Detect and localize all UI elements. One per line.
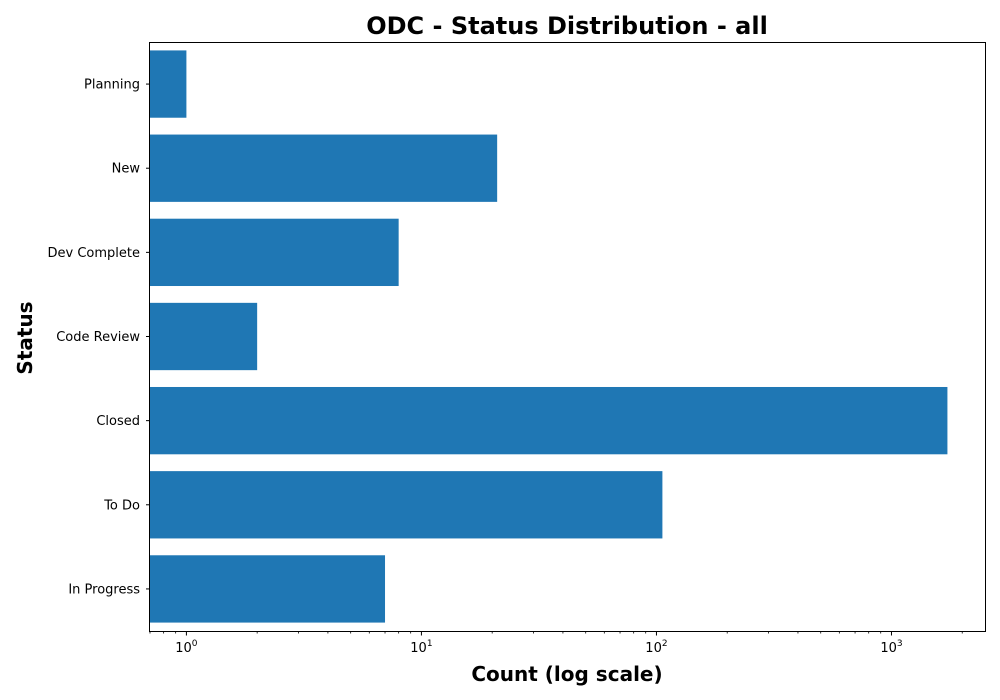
bar-dev-complete — [150, 218, 399, 287]
y-tick-label-new: New — [112, 162, 141, 177]
chart-title: ODC - Status Distribution - all — [366, 12, 768, 40]
bar-closed — [150, 386, 948, 455]
y-tick-label-planning: Planning — [84, 78, 140, 93]
bars-group — [150, 50, 948, 623]
x-tick-label: 101 — [410, 639, 432, 656]
y-axis-title: Status — [13, 301, 37, 374]
x-tick-label: 100 — [175, 639, 198, 656]
y-tick-label-to-do: To Do — [103, 498, 140, 513]
x-axis-title: Count (log scale) — [471, 662, 662, 686]
plot-frame — [149, 42, 986, 632]
bar-in-progress — [150, 555, 386, 623]
x-tick-label: 103 — [880, 639, 902, 656]
x-axis-ticks: 100 101 102 103 — [149, 631, 963, 656]
y-tick-label-code-review: Code Review — [56, 330, 140, 345]
y-tick-label-closed: Closed — [96, 414, 140, 429]
y-axis-ticks: Planning New Dev Complete Code Review Closed… — [48, 78, 150, 597]
x-tick-label: 102 — [645, 639, 667, 656]
bar-new — [150, 134, 498, 202]
bar-code-review — [150, 302, 258, 371]
bar-to-do — [150, 471, 663, 539]
y-tick-label-dev-complete: Dev Complete — [48, 246, 141, 261]
y-tick-label-in-progress: In Progress — [68, 582, 140, 597]
bar-planning — [150, 50, 187, 118]
